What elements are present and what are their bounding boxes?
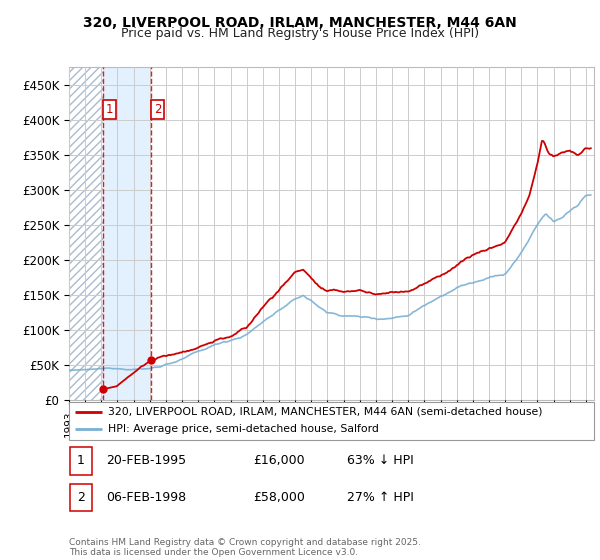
Text: Price paid vs. HM Land Registry's House Price Index (HPI): Price paid vs. HM Land Registry's House …: [121, 27, 479, 40]
FancyBboxPatch shape: [70, 447, 92, 474]
Bar: [103, 67, 151, 400]
Text: 27% ↑ HPI: 27% ↑ HPI: [347, 491, 414, 505]
Bar: [69, 67, 103, 400]
Text: 1: 1: [77, 454, 85, 468]
Text: 320, LIVERPOOL ROAD, IRLAM, MANCHESTER, M44 6AN: 320, LIVERPOOL ROAD, IRLAM, MANCHESTER, …: [83, 16, 517, 30]
Text: HPI: Average price, semi-detached house, Salford: HPI: Average price, semi-detached house,…: [108, 424, 379, 435]
Text: £58,000: £58,000: [253, 491, 305, 505]
FancyBboxPatch shape: [70, 484, 92, 511]
Text: £16,000: £16,000: [253, 454, 304, 468]
Text: 06-FEB-1998: 06-FEB-1998: [106, 491, 186, 505]
Text: 63% ↓ HPI: 63% ↓ HPI: [347, 454, 414, 468]
Text: 2: 2: [77, 491, 85, 505]
Text: 320, LIVERPOOL ROAD, IRLAM, MANCHESTER, M44 6AN (semi-detached house): 320, LIVERPOOL ROAD, IRLAM, MANCHESTER, …: [108, 407, 542, 417]
Text: 20-FEB-1995: 20-FEB-1995: [106, 454, 186, 468]
Text: 2: 2: [154, 103, 161, 116]
Text: Contains HM Land Registry data © Crown copyright and database right 2025.
This d: Contains HM Land Registry data © Crown c…: [69, 538, 421, 557]
Text: 1: 1: [106, 103, 113, 116]
